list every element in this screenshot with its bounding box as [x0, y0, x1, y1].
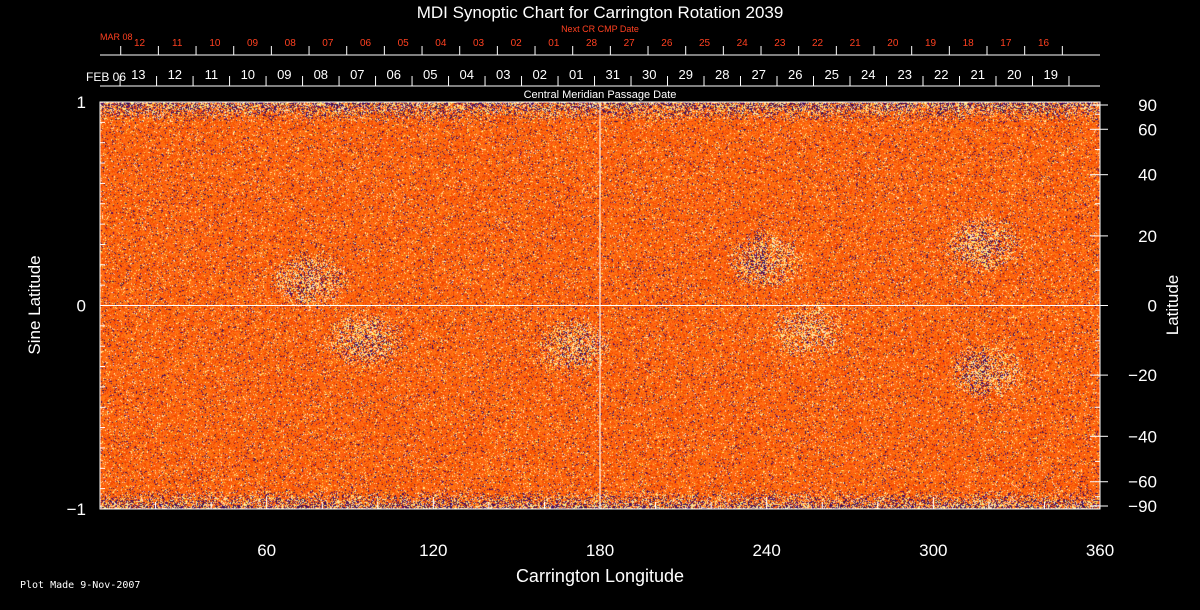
cmp-date-label: 30 — [642, 67, 656, 82]
left-tick-label: 1 — [77, 93, 86, 112]
next-cr-date-label: 23 — [774, 38, 786, 49]
next-cr-start-label: MAR 08 — [100, 32, 133, 42]
next-cr-date-label: 12 — [134, 38, 146, 49]
right-tick-label: 40 — [1138, 166, 1157, 185]
cmp-date-label: 09 — [277, 67, 291, 82]
x-tick-label: 180 — [586, 541, 614, 560]
right-tick-label: −60 — [1128, 473, 1157, 492]
cmp-date-label: 08 — [314, 67, 328, 82]
next-cr-date-label: 27 — [624, 38, 636, 49]
next-cr-date-label: 25 — [699, 38, 711, 49]
next-cr-date-label: 19 — [925, 38, 937, 49]
next-cr-date-label: 05 — [398, 38, 410, 49]
x-tick-label: 360 — [1086, 541, 1114, 560]
cmp-date-label: 04 — [460, 67, 474, 82]
x-tick-label: 240 — [752, 541, 780, 560]
right-tick-label: 60 — [1138, 120, 1157, 139]
x-axis-label: Carrington Longitude — [516, 566, 684, 586]
cmp-date-label: 07 — [350, 67, 364, 82]
chart-title: MDI Synoptic Chart for Carrington Rotati… — [417, 3, 784, 22]
cmp-date-label: 26 — [788, 67, 802, 82]
next-cr-date-label: 04 — [435, 38, 447, 49]
cmp-date-label: 10 — [241, 67, 255, 82]
cmp-date-label: 25 — [825, 67, 839, 82]
next-cr-date-label: 07 — [322, 38, 334, 49]
next-cr-date-label: 28 — [586, 38, 598, 49]
x-tick-label: 300 — [919, 541, 947, 560]
left-tick-label: −1 — [67, 500, 86, 519]
cmp-date-label: 20 — [1007, 67, 1021, 82]
cmp-date-label: 02 — [533, 67, 547, 82]
y-axis-label-left: Sine Latitude — [25, 255, 44, 354]
cmp-date-label: 28 — [715, 67, 729, 82]
next-cr-date-label: 11 — [172, 38, 183, 49]
cmp-axis-label: Central Meridian Passage Date — [524, 89, 677, 101]
cmp-date-label: 03 — [496, 67, 510, 82]
next-cr-date-label: 01 — [548, 38, 560, 49]
right-tick-label: −20 — [1128, 366, 1157, 385]
cmp-date-label: 23 — [898, 67, 912, 82]
cmp-date-label: 22 — [934, 67, 948, 82]
cmp-date-label: 19 — [1043, 67, 1057, 82]
cmp-date-label: 13 — [131, 67, 145, 82]
cmp-date-label: 24 — [861, 67, 875, 82]
next-cr-date-label: 18 — [963, 38, 975, 49]
cmp-date-label: 12 — [168, 67, 182, 82]
next-cr-date-label: 10 — [209, 38, 221, 49]
cmp-date-label: 06 — [387, 67, 401, 82]
cmp-date-label: 11 — [205, 67, 219, 82]
next-cr-date-label: 06 — [360, 38, 372, 49]
plot-made-note: Plot Made 9-Nov-2007 — [20, 580, 141, 591]
next-cr-date-label: 08 — [285, 38, 297, 49]
left-tick-label: 0 — [77, 297, 86, 316]
cmp-date-label: 29 — [679, 67, 693, 82]
right-tick-label: 0 — [1148, 297, 1157, 316]
next-cr-date-label: 26 — [661, 38, 673, 49]
y-axis-label-right: Latitude — [1163, 275, 1182, 336]
x-tick-label: 120 — [419, 541, 447, 560]
right-tick-label: −90 — [1128, 497, 1157, 516]
right-tick-label: −40 — [1128, 427, 1157, 446]
cmp-date-label: 31 — [606, 67, 620, 82]
next-cr-date-label: 02 — [511, 38, 523, 49]
cmp-date-label: 27 — [752, 67, 766, 82]
next-cr-date-label: 21 — [850, 38, 862, 49]
cmp-date-label: 21 — [971, 67, 985, 82]
next-cr-date-label: 16 — [1038, 38, 1050, 49]
next-cr-date-label: 20 — [887, 38, 899, 49]
cmp-start-label: FEB 06 — [86, 70, 126, 84]
axes-layer: 60 120 180 240 300 36010−1906040200−20−40−60−… — [67, 32, 1157, 560]
x-tick-label: 60 — [257, 541, 276, 560]
next-cr-date-label: 17 — [1000, 38, 1012, 49]
next-cr-date-label: 03 — [473, 38, 485, 49]
cmp-date-label: 05 — [423, 67, 437, 82]
next-cr-date-label: 09 — [247, 38, 259, 49]
right-tick-label: 20 — [1138, 227, 1157, 246]
next-cr-label: Next CR CMP Date — [561, 24, 639, 34]
next-cr-date-label: 24 — [737, 38, 749, 49]
next-cr-date-label: 22 — [812, 38, 824, 49]
right-tick-label: 90 — [1138, 96, 1157, 115]
cmp-date-label: 01 — [569, 67, 583, 82]
